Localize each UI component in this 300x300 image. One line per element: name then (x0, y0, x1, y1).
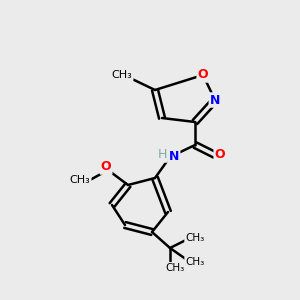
Text: CH₃: CH₃ (185, 257, 205, 267)
Text: O: O (215, 148, 225, 161)
Text: O: O (198, 68, 208, 82)
Text: CH₃: CH₃ (70, 175, 90, 185)
Text: N: N (169, 151, 179, 164)
Text: CH₃: CH₃ (185, 233, 205, 243)
Text: N: N (210, 94, 220, 106)
Text: CH₃: CH₃ (112, 70, 132, 80)
Text: CH₃: CH₃ (165, 263, 184, 273)
Text: O: O (101, 160, 111, 173)
Text: H: H (157, 148, 167, 161)
